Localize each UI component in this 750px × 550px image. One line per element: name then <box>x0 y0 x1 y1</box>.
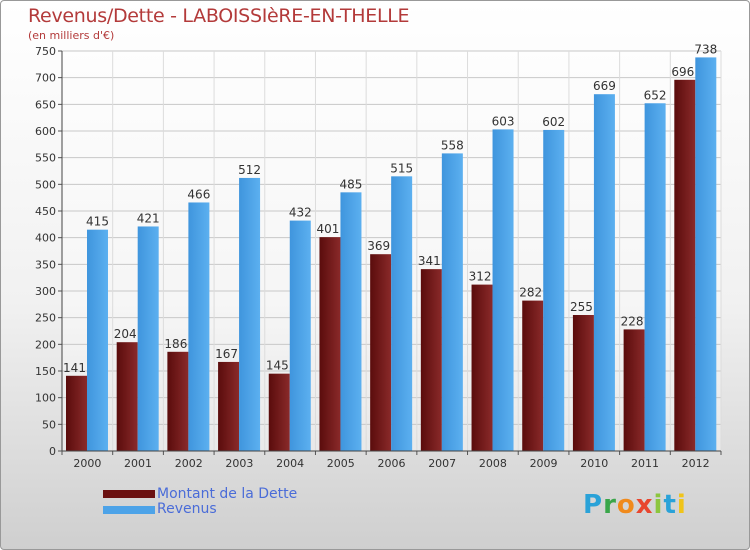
bar-dette <box>370 254 392 451</box>
bar-dette <box>268 373 290 451</box>
data-label: 341 <box>418 254 441 268</box>
logo-letter: t <box>663 490 677 520</box>
logo-letter: i <box>653 490 664 520</box>
bar-revenus <box>492 129 514 451</box>
data-label: 652 <box>644 88 667 102</box>
logo-letter: x <box>635 490 654 520</box>
bar-dette <box>623 329 645 451</box>
x-tick-label: 2011 <box>631 457 659 470</box>
data-label: 466 <box>187 187 210 201</box>
y-tick-label: 350 <box>35 258 56 271</box>
data-label: 312 <box>469 270 492 284</box>
legend-swatch-revenus <box>103 506 155 514</box>
legend-swatch-dette <box>103 490 155 498</box>
legend-label-dette: Montant de la Dette <box>157 486 298 502</box>
data-label: 167 <box>215 347 238 361</box>
data-label: 515 <box>390 161 413 175</box>
y-tick-label: 300 <box>35 285 56 298</box>
data-label: 186 <box>164 337 187 351</box>
data-label: 369 <box>367 239 390 253</box>
data-label: 415 <box>86 215 109 229</box>
bar-revenus <box>391 176 413 452</box>
data-label: 204 <box>114 327 137 341</box>
bar-revenus <box>137 226 159 451</box>
data-label: 228 <box>621 314 644 328</box>
bar-revenus <box>188 202 210 451</box>
bar-revenus <box>644 103 666 452</box>
data-label: 141 <box>63 361 86 375</box>
data-label: 145 <box>266 359 289 373</box>
bar-revenus <box>340 192 362 452</box>
y-tick-label: 0 <box>49 445 56 458</box>
y-tick-label: 250 <box>35 312 56 325</box>
bar-revenus <box>289 220 311 451</box>
data-label: 512 <box>238 163 261 177</box>
data-label: 432 <box>289 206 312 220</box>
y-tick-label: 400 <box>35 232 56 245</box>
bar-dette <box>218 361 240 451</box>
bar-dette <box>167 351 189 451</box>
y-tick-label: 100 <box>35 392 56 405</box>
data-label: 255 <box>570 300 593 314</box>
bar-dette <box>116 342 138 451</box>
bar-dette <box>66 375 87 451</box>
x-tick-label: 2009 <box>530 457 558 470</box>
logo-letter: o <box>616 490 636 520</box>
bar-revenus <box>441 153 463 451</box>
bar-dette <box>522 300 544 451</box>
data-label: 603 <box>492 114 515 128</box>
logo-letter: P <box>583 490 604 520</box>
data-label: 485 <box>340 177 363 191</box>
data-label: 602 <box>542 115 565 129</box>
bar-dette <box>471 284 493 451</box>
bar-dette <box>319 237 341 451</box>
bar-revenus <box>543 129 565 451</box>
y-tick-label: 650 <box>35 98 56 111</box>
bar-revenus <box>239 177 261 451</box>
x-tick-label: 2012 <box>682 457 710 470</box>
y-tick-label: 50 <box>42 418 56 431</box>
data-label: 421 <box>137 211 160 225</box>
x-tick-label: 2005 <box>327 457 355 470</box>
x-tick-label: 2001 <box>124 457 152 470</box>
x-tick-label: 2006 <box>378 457 406 470</box>
bar-revenus <box>593 94 615 451</box>
legend-label-revenus: Revenus <box>157 501 217 517</box>
logo-letter: i <box>676 490 687 520</box>
x-tick-label: 2003 <box>225 457 253 470</box>
bar-dette <box>674 79 696 452</box>
y-tick-label: 750 <box>35 45 56 58</box>
data-label: 669 <box>593 79 616 93</box>
data-label: 738 <box>694 42 717 56</box>
x-tick-label: 2008 <box>479 457 507 470</box>
data-label: 401 <box>317 222 340 236</box>
data-label: 696 <box>671 65 694 79</box>
y-tick-label: 200 <box>35 338 56 351</box>
data-label: 282 <box>519 286 542 300</box>
data-label: 558 <box>441 138 464 152</box>
y-tick-label: 550 <box>35 152 56 165</box>
x-tick-label: 2002 <box>175 457 203 470</box>
y-tick-label: 600 <box>35 125 56 138</box>
x-tick-label: 2010 <box>580 457 608 470</box>
y-tick-label: 450 <box>35 205 56 218</box>
y-tick-label: 700 <box>35 72 56 85</box>
bar-dette <box>572 315 594 451</box>
y-tick-label: 150 <box>35 365 56 378</box>
x-tick-label: 2000 <box>73 457 101 470</box>
bar-revenus <box>695 57 717 452</box>
bar-revenus <box>87 229 108 451</box>
bar-dette <box>420 269 442 451</box>
y-tick-label: 500 <box>35 178 56 191</box>
chart-title: Revenus/Dette - LABOISSIèRE-EN-THELLE <box>28 5 410 27</box>
proxiti-logo: Proxiti <box>583 490 687 520</box>
chart-subtitle: (en milliers d'€) <box>28 29 115 42</box>
x-tick-label: 2007 <box>428 457 456 470</box>
x-tick-label: 2004 <box>276 457 304 470</box>
logo-letter: r <box>603 490 617 520</box>
